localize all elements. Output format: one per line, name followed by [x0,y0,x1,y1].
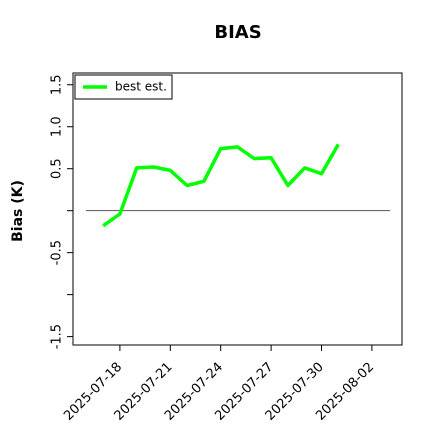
data-line [102,143,340,228]
plot-frame [72,72,403,346]
legend-label: best est. [115,80,167,94]
y-tick-label: 0.5 [50,158,65,179]
y-tick-label: 1.5 [50,74,65,95]
y-axis-label: Bias (K) [10,180,26,242]
legend: best est. [74,74,173,100]
chart-title: BIAS [214,22,261,43]
y-tick-label: 1.0 [50,116,65,137]
y-tick-label: -1.5 [50,324,65,349]
y-tick-label: -0.5 [50,240,65,265]
